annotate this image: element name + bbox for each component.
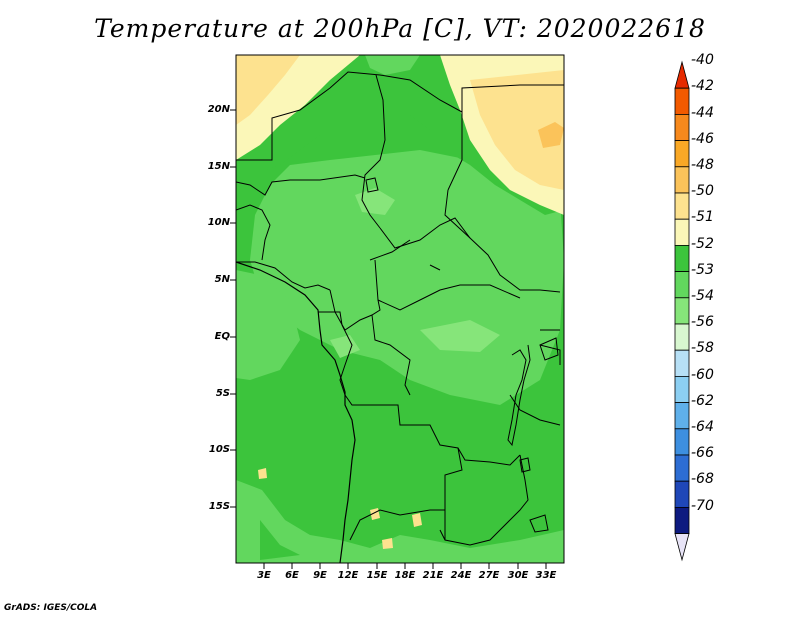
- lon-label: 21E: [422, 570, 444, 581]
- colorbar-swatch: [674, 506, 690, 534]
- colorbar-swatch: [674, 271, 690, 299]
- colorbar-swatch: [674, 323, 690, 351]
- colorbar-swatch: [674, 192, 690, 220]
- colorbar-label: -68: [691, 471, 714, 488]
- colorbar-label: -70: [691, 497, 714, 514]
- colorbar-swatch: [674, 244, 690, 272]
- axis-ticks: [230, 109, 547, 569]
- colorbar-label: -40: [691, 52, 714, 69]
- field-50-northeast: [470, 70, 564, 190]
- colorbar-label: -52: [691, 235, 714, 252]
- lon-label: 9E: [313, 570, 327, 581]
- lon-label: 18E: [394, 570, 416, 581]
- chart-title: Temperature at 200hPa [C], VT: 202002261…: [94, 14, 706, 43]
- lat-label: 10S: [208, 444, 230, 455]
- grads-credit: GrADS: IGES/COLA: [4, 603, 98, 613]
- colorbar-label: -60: [691, 366, 714, 383]
- colorbar-swatch: [674, 480, 690, 508]
- lon-label: 15E: [366, 570, 388, 581]
- colorbar-label: -46: [691, 130, 714, 147]
- lat-label: 10N: [207, 217, 230, 228]
- colorbar-label: -66: [691, 445, 714, 462]
- colorbar-swatch: [674, 297, 690, 325]
- colorbar-swatch: [674, 402, 690, 430]
- field-50-northwest: [236, 55, 300, 125]
- lat-label: 15S: [208, 501, 230, 512]
- colorbar-label: -48: [691, 157, 714, 173]
- field-54-patch: [420, 320, 500, 352]
- colorbar-swatch: [674, 218, 690, 246]
- colorbar-label: -44: [691, 104, 714, 121]
- colorbar-label: -58: [691, 340, 714, 357]
- colorbar-swatch: [674, 428, 690, 456]
- lat-label: 5N: [214, 274, 230, 285]
- colorbar-swatch: [674, 166, 690, 194]
- colorbar-label: -53: [691, 261, 714, 278]
- lon-label: 33E: [535, 570, 557, 581]
- colorbar-swatch: [674, 454, 690, 482]
- great-lakes: [507, 344, 531, 447]
- lat-label: 5S: [215, 388, 230, 399]
- colorbar-swatch: [674, 60, 690, 89]
- lat-label: 20N: [207, 104, 230, 115]
- map-frame: [235, 54, 565, 564]
- lon-label: 12E: [337, 570, 359, 581]
- coastline: [235, 261, 356, 564]
- colorbar-label: -54: [691, 288, 714, 304]
- colorbar-swatch: [674, 349, 690, 377]
- colorbar-label: -62: [691, 392, 714, 409]
- lon-label: 30E: [507, 570, 529, 581]
- colorbar-label: -51: [691, 209, 714, 226]
- lon-label: 3E: [257, 570, 271, 581]
- colorbar-swatch: [674, 375, 690, 403]
- lat-label: 15N: [207, 161, 230, 172]
- lat-label: EQ: [214, 331, 230, 342]
- colorbar-swatch: [674, 114, 690, 142]
- temperature-field: [236, 55, 564, 563]
- colorbar: [674, 60, 690, 562]
- lon-label: 27E: [478, 570, 500, 581]
- colorbar-label: -50: [691, 183, 714, 200]
- colorbar-swatch: [674, 87, 690, 115]
- lon-label: 24E: [450, 570, 472, 581]
- field-53-south: [236, 480, 564, 563]
- colorbar-swatch: [674, 533, 690, 562]
- field-53-west: [236, 270, 300, 380]
- lake-chad: [365, 177, 379, 193]
- colorbar-label: -42: [691, 78, 714, 95]
- colorbar-label: -64: [691, 419, 714, 435]
- colorbar-label: -56: [691, 314, 714, 331]
- lon-label: 6E: [285, 570, 299, 581]
- field-48-patch: [538, 122, 564, 148]
- colorbar-swatch: [674, 140, 690, 168]
- field-54-patch: [355, 188, 395, 215]
